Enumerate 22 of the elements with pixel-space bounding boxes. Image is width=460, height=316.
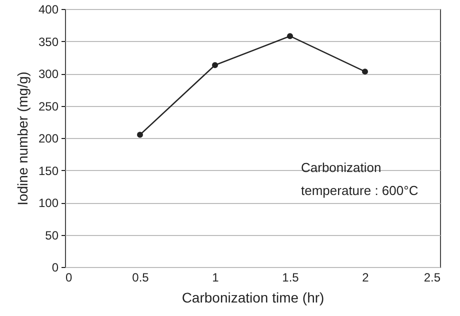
x-tick-label: 2: [362, 270, 370, 284]
y-axis-title: Iodine number (mg/g): [14, 72, 30, 206]
y-tick-label: 350: [38, 34, 59, 49]
y-tick-label: 150: [38, 164, 59, 178]
point: [212, 62, 218, 68]
y-tick-label: 100: [38, 196, 59, 210]
y-tick-label: 50: [45, 228, 59, 242]
x-axis-title: Carbonization time (hr): [182, 290, 324, 306]
y-tick-label: 200: [38, 132, 59, 146]
x-tick-label: 1.5: [282, 270, 300, 284]
x-tick-label: 0: [66, 270, 72, 284]
y-tick-label: 400: [38, 2, 59, 16]
x-tick-label: 0.5: [132, 270, 150, 284]
y-tick-label: 300: [38, 67, 59, 81]
point: [287, 33, 293, 40]
point: [362, 68, 368, 75]
y-tick-label: 250: [38, 99, 59, 114]
annotation: Carbonization temperature : 600°C: [301, 160, 418, 198]
x-tick-label: 1: [212, 270, 220, 284]
x-tick-label: 2.5: [424, 270, 441, 284]
y-tick-label: 0: [52, 260, 59, 274]
point: [137, 132, 143, 138]
